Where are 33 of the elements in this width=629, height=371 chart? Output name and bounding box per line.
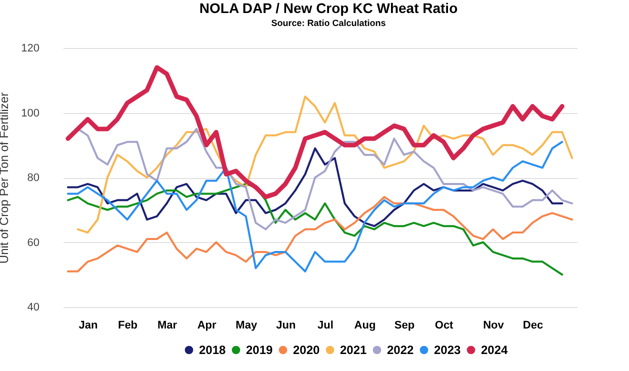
y-tick-label: 40 (27, 302, 40, 314)
legend-label: 2024 (481, 343, 508, 357)
line-series (66, 147, 564, 228)
x-tick-label: May (236, 320, 258, 332)
line-series (76, 128, 574, 230)
chart-title: NOLA DAP / New Crop KC Wheat Ratio (199, 0, 458, 16)
x-tick-label: Feb (118, 320, 138, 332)
legend-label: 2022 (387, 343, 414, 357)
line-series (66, 196, 574, 272)
line-series (76, 96, 574, 234)
legend-label: 2019 (246, 343, 274, 357)
x-tick-label: Sep (394, 320, 415, 332)
y-tick-label: 60 (27, 236, 40, 249)
legend-label: 2023 (434, 343, 462, 357)
legend-label: 2018 (199, 343, 226, 357)
x-tick-label: Aug (354, 320, 376, 332)
y-tick-label: 80 (27, 172, 40, 184)
x-tick-label: Nov (483, 320, 505, 332)
chart-subtitle: Source: Ratio Calculations (271, 18, 386, 28)
line-series (66, 65, 564, 200)
legend-label: 2020 (293, 343, 320, 357)
line-series (66, 140, 564, 272)
x-tick-label: Oct (434, 320, 454, 332)
x-tick-label: Mar (158, 320, 178, 332)
legend-label: 2021 (340, 343, 368, 357)
x-tick-label: Jun (276, 320, 296, 332)
y-tick-label: 100 (21, 107, 40, 120)
x-tick-label: Jul (317, 320, 334, 332)
x-tick-label: Apr (197, 320, 218, 332)
x-tick-label: Jan (78, 320, 98, 332)
x-tick-label: Dec (522, 320, 544, 332)
line-series (66, 182, 564, 276)
y-tick-label: 120 (21, 42, 40, 54)
